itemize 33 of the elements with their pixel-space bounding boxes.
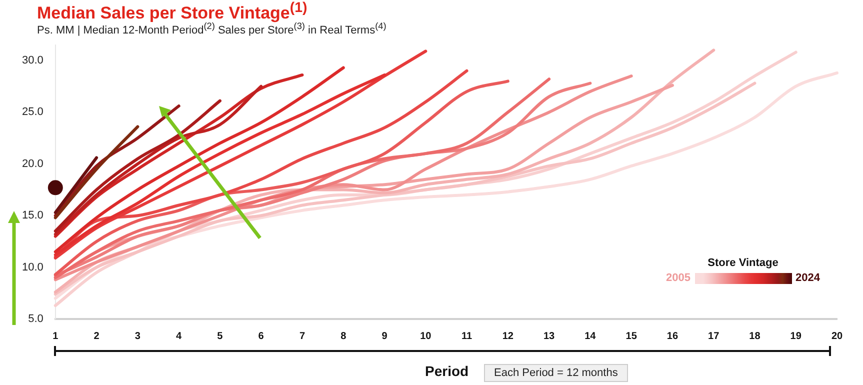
legend-label: 2005 xyxy=(666,272,690,284)
text: Each Period = 12 months xyxy=(484,364,628,382)
y-tick-label: 5.0 xyxy=(28,313,44,326)
chart-subtitle: Ps. MM | Median 12-Month Period$^{(2)}$ Sales per Store$^{(3)}$ in Real Terms$^{(4)}$ xyxy=(37,21,386,37)
x-tick-label: 10 xyxy=(420,330,432,342)
y-tick-label: 25.0 xyxy=(22,106,44,118)
x-tick-label: 19 xyxy=(790,330,802,342)
x-tick-label: 12 xyxy=(502,330,514,342)
x-tick-label: 15 xyxy=(626,330,638,342)
y-tick-label: 15.0 xyxy=(22,210,44,222)
x-tick-label: 1 xyxy=(52,330,59,342)
x-tick-label: 4 xyxy=(176,330,182,342)
legend-title: Store Vintage xyxy=(706,257,780,269)
x-tick-label: 13 xyxy=(543,330,556,342)
x-tick-label: 16 xyxy=(666,330,678,342)
x-tick-label: 20 xyxy=(831,330,843,342)
chart-title: Median Sales per Store Vintage$^{(1)}$ xyxy=(37,0,308,23)
text: 2024 xyxy=(796,272,820,284)
y-tick-label: 30.0 xyxy=(22,54,44,67)
x-tick-label: 7 xyxy=(299,330,306,342)
x-tick-label: 14 xyxy=(584,330,596,342)
x-tick-label: 8 xyxy=(340,330,347,342)
x-axis-title: Period xyxy=(425,363,469,379)
x-tick-label: 18 xyxy=(749,330,761,342)
x-tick-label: 6 xyxy=(258,330,264,342)
x-tick-label: 5 xyxy=(217,330,224,342)
x-tick-label: 3 xyxy=(134,330,141,342)
x-tick-label: 11 xyxy=(461,330,472,342)
x-tick-label: 17 xyxy=(708,330,720,342)
y-tick-label: 10.0 xyxy=(22,261,44,274)
y-tick-label: 20.0 xyxy=(22,158,44,170)
x-tick-label: 2 xyxy=(94,330,100,342)
x-tick-label: 9 xyxy=(382,330,388,342)
